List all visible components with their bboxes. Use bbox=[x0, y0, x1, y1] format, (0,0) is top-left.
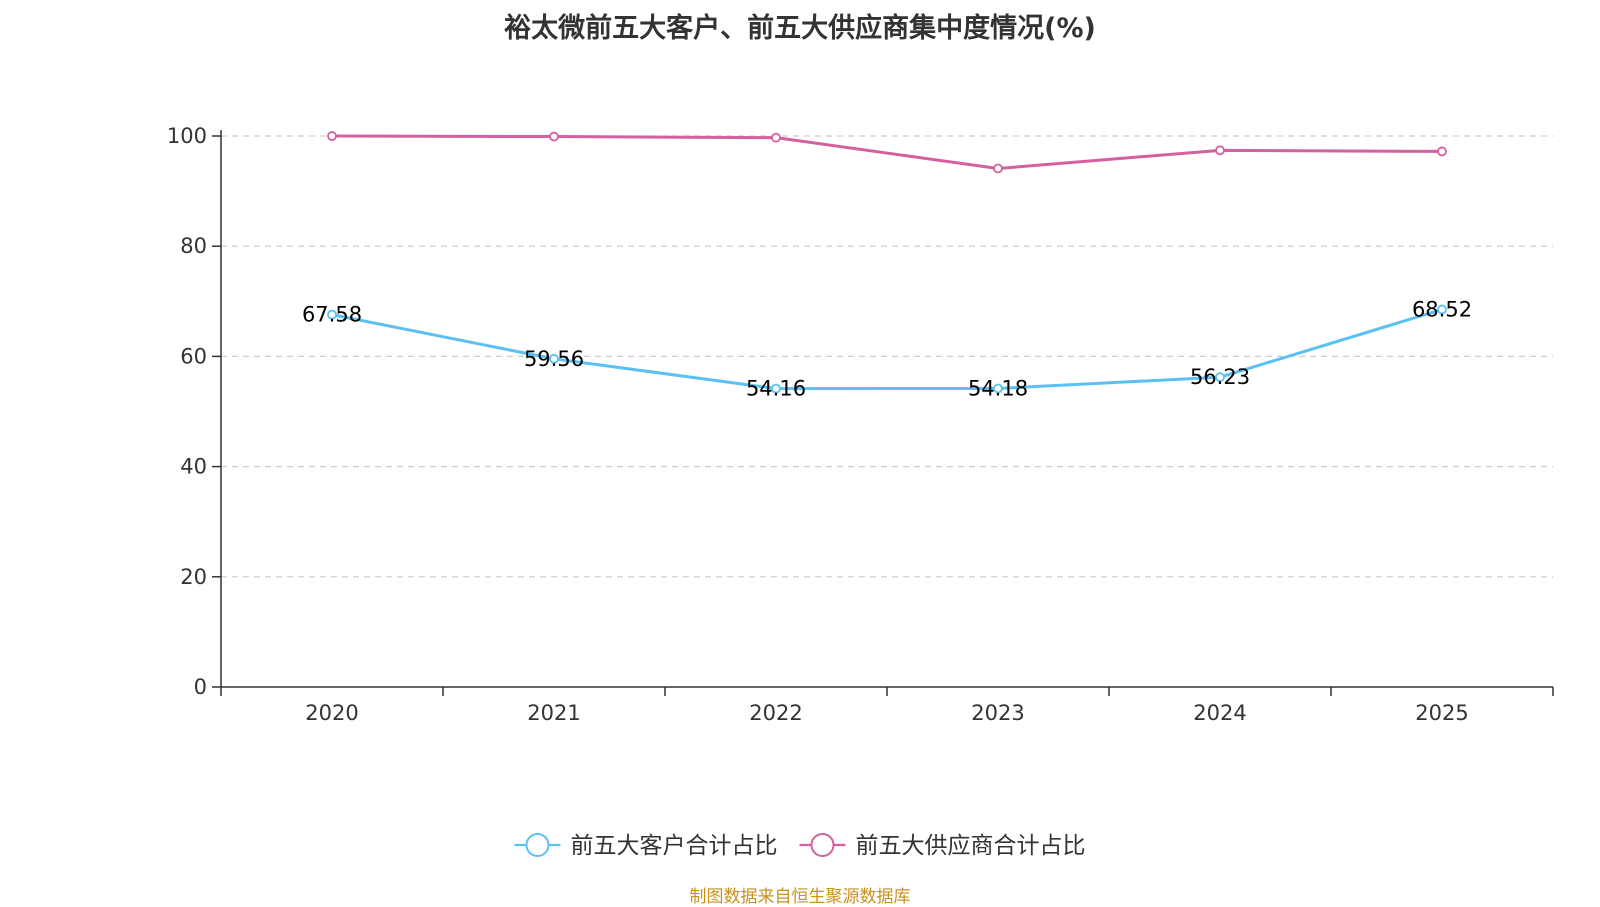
legend-marker-icon bbox=[810, 833, 835, 857]
x-tick-label: 2020 bbox=[305, 701, 358, 725]
series-line-0 bbox=[331, 308, 1443, 391]
data-label: 56.23 bbox=[1190, 365, 1250, 389]
series-point-1 bbox=[993, 163, 1003, 174]
label-layer: 67.58 59.56 54.16 54.18 56.23 68.52 bbox=[302, 297, 1472, 400]
series-point-1 bbox=[1437, 146, 1447, 157]
series-point-0 bbox=[993, 383, 1003, 394]
x-tick-label: 2025 bbox=[1415, 701, 1468, 725]
series-layer bbox=[327, 131, 1447, 394]
axis-layer: 0 20 40 60 80 100 2020 2021 2022 2023 2024 2025 bbox=[167, 124, 1554, 725]
legend-item-0[interactable]: 前五大客户合计占比 bbox=[514, 833, 778, 859]
legend[interactable]: 前五大客户合计占比 前五大供应商合计占比 bbox=[514, 833, 1086, 859]
series-point-1 bbox=[1215, 145, 1225, 156]
x-tick-label: 2024 bbox=[1193, 701, 1246, 725]
legend-label: 前五大供应商合计占比 bbox=[856, 833, 1086, 859]
data-label: 54.18 bbox=[968, 376, 1028, 400]
legend-label: 前五大客户合计占比 bbox=[571, 833, 778, 859]
x-tick-label: 2022 bbox=[749, 701, 802, 725]
y-tick-label: 60 bbox=[180, 344, 207, 368]
y-tick-label: 100 bbox=[167, 124, 207, 148]
legend-item-1[interactable]: 前五大供应商合计占比 bbox=[799, 833, 1086, 859]
series-point-0 bbox=[1215, 372, 1225, 383]
y-tick-label: 80 bbox=[180, 234, 207, 258]
data-label: 68.52 bbox=[1412, 297, 1472, 321]
data-label: 59.56 bbox=[524, 347, 584, 371]
y-tick-label: 20 bbox=[180, 565, 207, 589]
y-tick-label: 40 bbox=[180, 455, 207, 479]
x-tick-label: 2021 bbox=[527, 701, 580, 725]
chart-title: 裕太微前五大客户、前五大供应商集中度情况(%) bbox=[504, 13, 1096, 44]
data-label: 67.58 bbox=[302, 303, 362, 327]
series-point-0 bbox=[549, 353, 559, 364]
series-point-0 bbox=[771, 383, 781, 394]
x-tick-label: 2023 bbox=[971, 701, 1024, 725]
series-point-1 bbox=[771, 132, 781, 143]
y-tick-label: 0 bbox=[194, 675, 207, 699]
series-point-1 bbox=[327, 131, 337, 141]
series-point-1 bbox=[549, 131, 559, 142]
source-note: 制图数据来自恒生聚源数据库 bbox=[689, 887, 911, 907]
legend-marker-icon bbox=[525, 833, 550, 857]
grid-layer bbox=[221, 135, 1553, 578]
series-point-0 bbox=[327, 309, 337, 320]
data-label: 54.16 bbox=[746, 377, 806, 401]
series-line-1 bbox=[331, 134, 1443, 171]
series-point-0 bbox=[1437, 304, 1447, 315]
